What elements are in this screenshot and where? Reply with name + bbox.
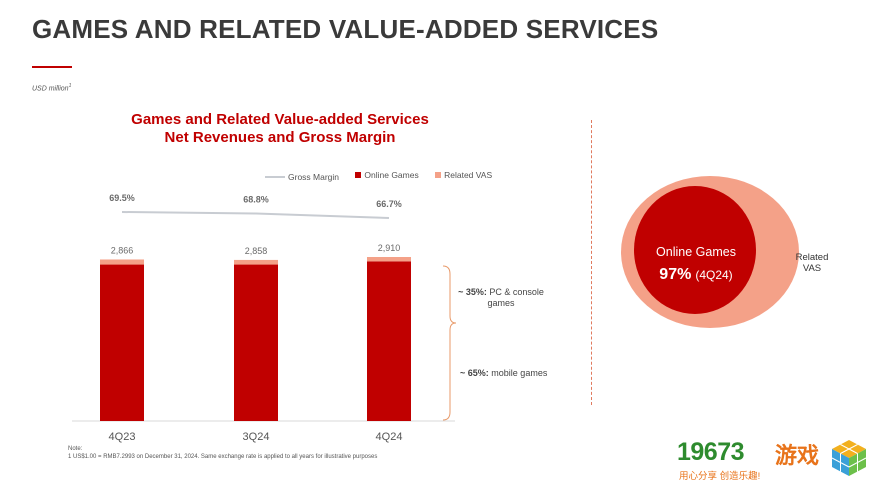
- watermark-chinese: 游戏: [775, 443, 820, 468]
- unit-note-text: USD million: [32, 85, 69, 93]
- breakdown-mobile-value: ~ 65%:: [460, 368, 489, 378]
- unit-note: USD million1: [32, 83, 71, 92]
- bar-related-vas: [234, 259, 278, 265]
- gross-margin-label: 66.7%: [376, 199, 402, 209]
- breakdown-pc: ~ 35%: PC & console games: [456, 287, 546, 309]
- chart-legend: Gross Margin Online Games Related VAS: [265, 170, 506, 182]
- gross-margin-label: 69.5%: [109, 193, 135, 203]
- legend-online-games-swatch: [355, 172, 362, 178]
- title-underline: [32, 66, 72, 68]
- breakdown-mobile: ~ 65%: mobile games: [460, 368, 570, 379]
- breakdown-pc-value: ~ 35%:: [458, 287, 487, 297]
- legend-related-vas: Related VAS: [435, 170, 492, 180]
- pie-inner-period: (4Q24): [695, 268, 732, 282]
- legend-online-games: Online Games: [355, 170, 419, 180]
- legend-gross-margin-label: Gross Margin: [288, 172, 340, 182]
- related-vas-label: Related VAS: [788, 252, 836, 274]
- legend-line-swatch: [265, 176, 285, 178]
- watermark-logo: 19673 游戏 用心分享 创造乐趣!: [677, 436, 877, 484]
- bar-total-label: 2,858: [245, 246, 268, 256]
- gross-margin-line: [121, 211, 390, 219]
- category-label: 3Q24: [243, 431, 270, 443]
- share-diagram: Online Games 97% (4Q24): [621, 176, 799, 328]
- legend-gross-margin: Gross Margin: [265, 172, 339, 182]
- breakdown-pc-label-2: games: [487, 298, 515, 308]
- bar-related-vas: [100, 259, 144, 265]
- bar-total-label: 2,866: [111, 245, 134, 255]
- bar-related-vas: [367, 257, 411, 262]
- category-label: 4Q23: [109, 431, 136, 443]
- chart-title: Games and Related Value-added Services: [131, 111, 429, 128]
- pie-inner-value-line: 97% (4Q24): [659, 266, 732, 283]
- legend-related-vas-swatch: [435, 172, 442, 178]
- breakdown-brace: [442, 265, 457, 421]
- gross-margin-label: 68.8%: [243, 195, 269, 205]
- section-divider: [591, 120, 592, 405]
- related-vas-label-2: VAS: [802, 263, 822, 274]
- online-games-circle: [634, 186, 756, 314]
- cube-logo-icon: [831, 440, 867, 476]
- footnote: 1 US$1.00 = RMB7.2993 on December 31, 20…: [68, 454, 378, 460]
- watermark-slogan: 用心分享 创造乐趣!: [679, 471, 761, 482]
- category-label: 4Q24: [376, 431, 403, 443]
- watermark-number: 19673: [677, 438, 745, 466]
- breakdown-mobile-label: mobile games: [491, 368, 548, 378]
- bar-online-games: [100, 264, 144, 421]
- pie-inner-value: 97%: [659, 266, 691, 283]
- chart-subtitle: Net Revenues and Gross Margin: [164, 129, 396, 146]
- bar-chart: 2,866 4Q23 2,858 3Q24 2,910 4Q24 69.5% 68.8% 66.…: [72, 193, 457, 443]
- legend-online-games-label: Online Games: [364, 170, 419, 180]
- page-title: GAMES AND RELATED VALUE-ADDED SERVICES: [32, 14, 659, 44]
- pie-inner-label: Online Games: [656, 245, 736, 259]
- unit-note-footnote-mark: 1: [68, 83, 72, 89]
- bar-total-label: 2,910: [378, 243, 401, 253]
- note-heading: Note:: [68, 446, 83, 452]
- bar-online-games: [234, 264, 278, 421]
- related-vas-label-1: Related: [795, 252, 829, 263]
- bar-online-games: [367, 261, 411, 421]
- legend-related-vas-label: Related VAS: [444, 170, 493, 180]
- breakdown-pc-label: PC & console: [489, 287, 544, 297]
